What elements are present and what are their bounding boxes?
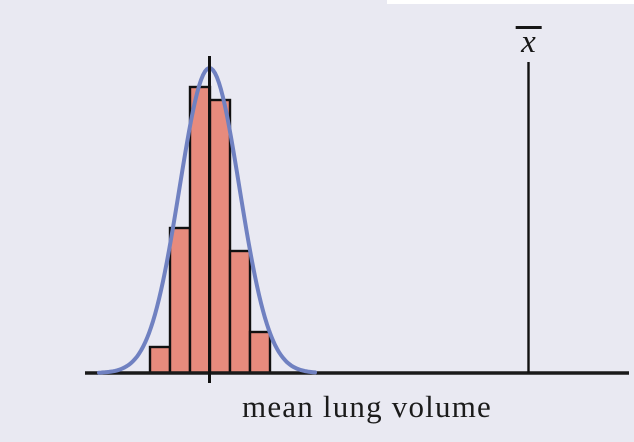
histogram-bar: [188, 85, 212, 375]
normal-curve: [97, 66, 317, 375]
xbar-overline: x: [515, 24, 542, 60]
x-axis-label: mean lung volume: [242, 389, 492, 424]
histogram-bar: [248, 330, 272, 375]
histogram-bar: [148, 345, 172, 375]
xbar-symbol: x: [521, 24, 536, 60]
histogram-bar: [168, 226, 192, 375]
top-edge-white-strip: [387, 0, 634, 4]
sample-mean-label: x: [515, 24, 542, 60]
histogram-bar: [228, 249, 252, 375]
histogram-bar: [208, 98, 232, 375]
